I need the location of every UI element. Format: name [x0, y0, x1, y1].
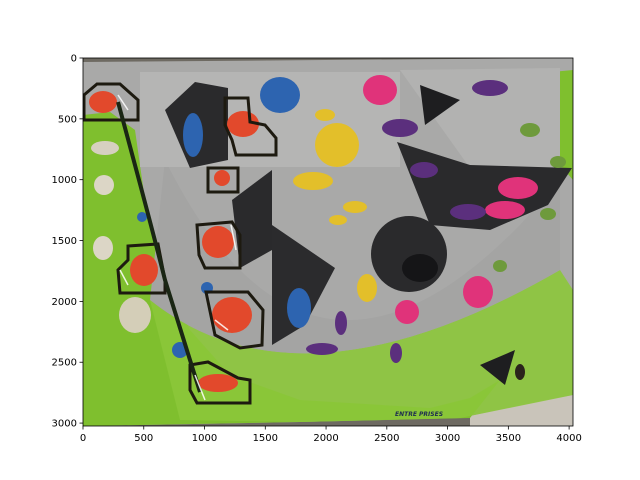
- hold-yellow-5: [357, 274, 377, 302]
- y-axis-ticks: 0 500 1000 1500 2000 2500 3000: [52, 54, 83, 430]
- sphere-highlight: [402, 254, 438, 282]
- entreprises-logo-text: ENTRE PRISES: [395, 411, 443, 418]
- hold-white-1: [94, 175, 114, 195]
- hold-green-2: [540, 208, 556, 220]
- hold-blue-2: [260, 77, 300, 113]
- hold-purple-1: [382, 119, 418, 137]
- hold-purple-2: [472, 80, 508, 96]
- hold-pink-1: [363, 75, 397, 105]
- hold-pink-3: [485, 201, 525, 219]
- hold-white-4: [91, 141, 119, 155]
- hold-green-1: [520, 123, 540, 137]
- x-tick-label: 3500: [496, 433, 521, 444]
- hold-yellow-2: [315, 109, 335, 121]
- entreprises-logo: ENTRE PRISES: [395, 411, 443, 418]
- x-tick-label: 0: [80, 433, 86, 444]
- hold-red-6: [198, 374, 238, 392]
- hold-purple-4: [410, 162, 438, 178]
- person-background: [515, 364, 525, 380]
- x-tick-label: 500: [134, 433, 153, 444]
- x-tick-label: 2500: [374, 433, 399, 444]
- hold-purple-7: [390, 343, 402, 363]
- hold-pink-5: [395, 300, 419, 324]
- y-tick-label: 1000: [52, 175, 77, 186]
- hold-red-4: [130, 254, 158, 286]
- hold-purple-3: [450, 204, 486, 220]
- hold-red-7: [214, 170, 230, 186]
- hold-white-3: [119, 297, 151, 333]
- hold-blue-3: [287, 288, 311, 328]
- hold-purple-5: [306, 343, 338, 355]
- y-tick-label: 1500: [52, 236, 77, 247]
- hold-blue-5: [137, 212, 147, 222]
- hold-yellow-3: [343, 201, 367, 213]
- hold-yellow-1: [293, 172, 333, 190]
- x-tick-label: 4000: [556, 433, 581, 444]
- hold-red-1: [89, 91, 117, 113]
- x-tick-label: 1500: [253, 433, 278, 444]
- y-tick-label: 500: [58, 114, 77, 125]
- hold-green-4: [550, 156, 566, 168]
- y-tick-label: 0: [71, 54, 77, 65]
- x-tick-label: 1000: [192, 433, 217, 444]
- hold-blue-1: [183, 113, 203, 157]
- y-tick-label: 3000: [52, 419, 77, 430]
- y-tick-label: 2500: [52, 358, 77, 369]
- x-tick-label: 2000: [313, 433, 338, 444]
- large-sphere-hold: [371, 216, 447, 292]
- hold-red-5: [212, 297, 252, 333]
- hold-purple-6: [335, 311, 347, 335]
- hold-yellow-sphere: [315, 123, 359, 167]
- climbing-wall-photo: ENTRE PRISES: [83, 58, 573, 426]
- y-tick-label: 2000: [52, 297, 77, 308]
- x-axis-ticks: 0 500 1000 1500 2000 2500 3000 3500 4000: [80, 426, 582, 444]
- hold-red-3: [202, 226, 234, 258]
- x-tick-label: 3000: [435, 433, 460, 444]
- hold-yellow-4: [329, 215, 347, 225]
- hold-pink-2: [498, 177, 538, 199]
- hold-pink-4: [463, 276, 493, 308]
- hold-white-2: [93, 236, 113, 260]
- hold-green-3: [493, 260, 507, 272]
